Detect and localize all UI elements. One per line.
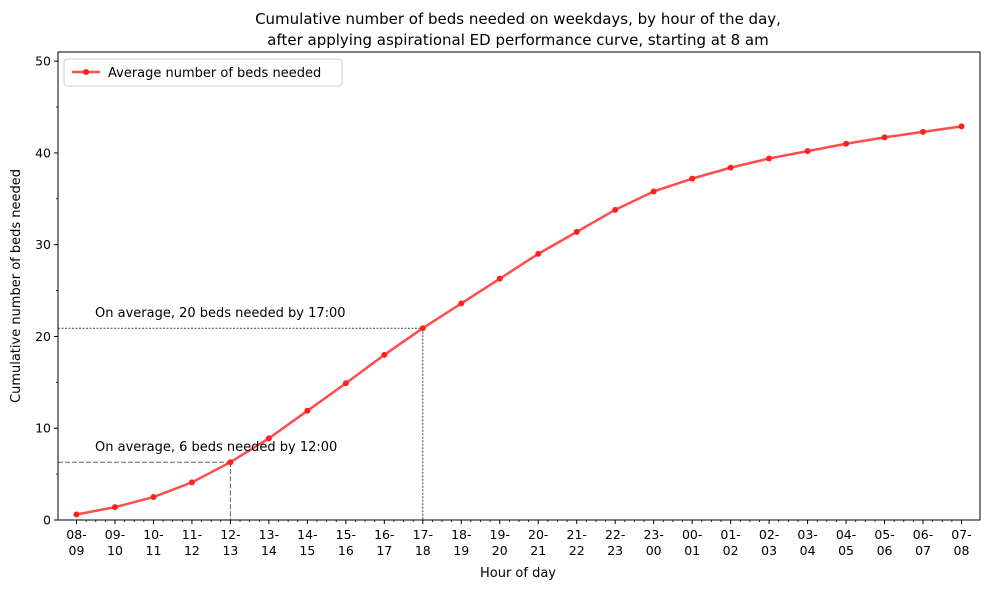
data-point [265,435,272,442]
data-point [419,325,426,332]
data-point [650,188,657,195]
data-point [843,140,850,147]
x-tick-label-line-1: 00- [682,527,702,542]
y-tick-label: 40 [35,145,51,160]
data-point [766,155,773,162]
x-tick-label-line-2: 04 [800,543,816,558]
data-point [458,300,465,307]
x-tick-label-line-1: 06- [913,527,933,542]
x-tick-label-line-1: 01- [720,527,740,542]
x-tick-label-line-2: 08 [954,543,970,558]
data-point [304,407,311,414]
series-line [76,125,962,516]
x-tick-label-line-2: 23 [607,543,623,558]
x-tick-label-line-1: 21- [567,527,587,542]
data-point [111,504,118,511]
chart-title-line-1: Cumulative number of beds needed on week… [255,10,781,28]
y-tick-label: 50 [35,54,51,69]
x-tick-label-line-2: 19 [453,543,469,558]
x-tick-label-line-1: 23- [643,527,663,542]
x-tick-label-line-2: 06 [877,543,893,558]
annotation-text: On average, 20 beds needed by 17:00 [95,306,346,321]
data-point [150,494,157,501]
x-tick-label-line-2: 02 [723,543,739,558]
x-tick-label-line-1: 15- [336,527,356,542]
x-tick-label-line-2: 05 [838,543,854,558]
y-tick-label: 0 [43,513,51,528]
x-tick-label-line-2: 22 [569,543,585,558]
x-tick-label-line-2: 17 [376,543,392,558]
chart-title-line-2: after applying aspirational ED performan… [267,31,768,49]
data-point [727,164,734,171]
x-tick-label-line-1: 18- [451,527,471,542]
x-tick-label-line-1: 02- [759,527,779,542]
x-tick-label-line-1: 20- [528,527,548,542]
data-point [689,175,696,182]
x-tick-label-line-2: 20 [492,543,508,558]
reference-lines [58,327,424,520]
y-axis: 0 10 20 30 40 50 [35,54,58,528]
x-tick-label-line-1: 22- [605,527,625,542]
data-point [535,250,542,257]
data-point [342,380,349,387]
annotation-text: On average, 6 beds needed by 12:00 [95,440,337,455]
annotation-layer: On average, 6 beds needed by 12:00 On ave… [95,306,346,455]
legend-label: Average number of beds needed [108,66,321,81]
x-tick-label-line-1: 07- [951,527,971,542]
x-tick-label-line-1: 13- [259,527,279,542]
data-point [73,511,80,518]
legend-box [63,58,343,87]
data-point [381,351,388,358]
data-point [804,148,811,155]
x-tick-label-line-1: 11- [182,527,202,542]
legend-marker-swatch [83,69,89,75]
y-axis-label: Cumulative number of beds needed [9,169,24,403]
x-tick-label-line-2: 10 [107,543,123,558]
x-tick-label-line-2: 00 [646,543,662,558]
x-tick-label-line-1: 12- [220,527,240,542]
plot-area [58,52,980,520]
y-tick-label: 30 [35,237,51,252]
x-tick-label-line-2: 03 [761,543,777,558]
series-layer [73,123,965,518]
x-tick-label-line-1: 05- [874,527,894,542]
data-point [496,275,503,282]
data-point [612,206,619,213]
x-tick-label-line-1: 16- [374,527,394,542]
x-tick-label-line-1: 09- [105,527,125,542]
x-tick-label-line-1: 08- [66,527,86,542]
x-tick-label-line-2: 01 [684,543,700,558]
y-tick-label: 10 [35,421,51,436]
x-tick-label-line-2: 09 [69,543,85,558]
x-tick-label-line-1: 04- [836,527,856,542]
y-tick-label: 20 [35,329,51,344]
x-tick-label-line-1: 03- [797,527,817,542]
x-tick-label-line-2: 13 [222,543,238,558]
x-tick-label-line-2: 14 [261,543,277,558]
data-point [573,228,580,235]
x-tick-label-line-1: 10- [143,527,163,542]
x-tick-label-line-2: 21 [530,543,546,558]
data-point [188,479,195,486]
x-tick-label-line-2: 16 [338,543,354,558]
x-tick-label-line-2: 18 [415,543,431,558]
x-axis-label: Hour of day [480,566,556,581]
x-tick-label-line-2: 12 [184,543,200,558]
x-tick-label-line-2: 11 [146,543,162,558]
legend: Average number of beds needed [63,58,343,87]
data-point [920,128,927,135]
x-tick-label-line-1: 14- [297,527,317,542]
data-point [227,459,234,466]
x-tick-label-line-2: 15 [299,543,315,558]
data-point [958,123,965,130]
x-tick-label-line-1: 19- [490,527,510,542]
x-axis: 08-0909-1010-1111-1212-1313-1414-1515-16… [66,520,972,558]
x-tick-label-line-1: 17- [413,527,433,542]
data-point [881,134,888,141]
x-tick-label-line-2: 07 [915,543,931,558]
